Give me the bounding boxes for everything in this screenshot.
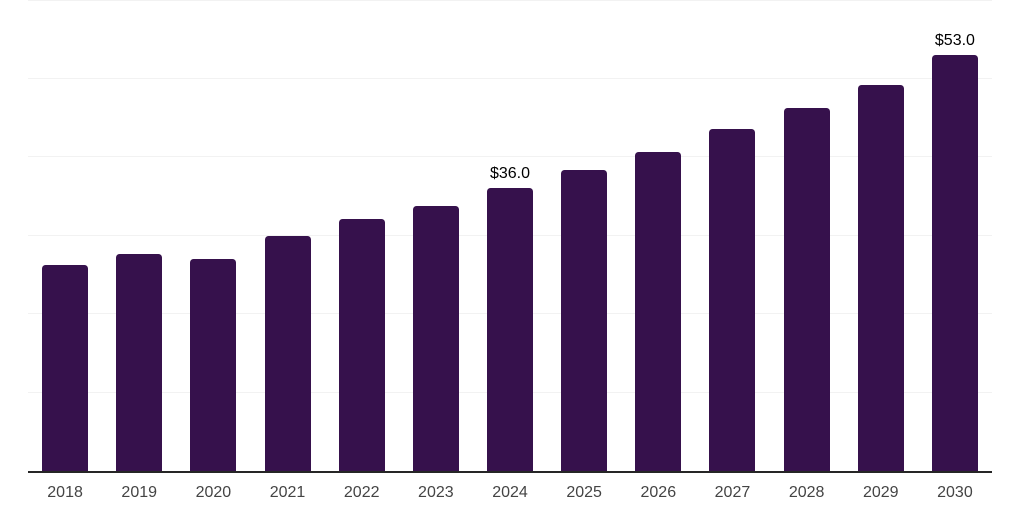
- bar-2025: [561, 170, 608, 471]
- x-tick-2029: 2029: [862, 484, 899, 501]
- bar-2023: [412, 205, 459, 471]
- bar-2029: [857, 84, 904, 471]
- x-tick-2020: 2020: [195, 484, 232, 501]
- x-tick-2022: 2022: [343, 484, 380, 501]
- gridline-50: [28, 77, 992, 79]
- x-tick-2024: 2024: [492, 484, 528, 501]
- bar-2030: [931, 54, 978, 471]
- bar-2022: [338, 219, 385, 471]
- bar-2020: [190, 259, 237, 471]
- x-tick-2030: 2030: [937, 484, 973, 501]
- bar-2018: [42, 265, 89, 471]
- x-tick-2028: 2028: [788, 484, 825, 501]
- x-axis-tick-labels: 2018 2019 2020 2021 2022 2023 2024 2025 2026 2027…: [28, 484, 992, 508]
- bar-2026: [635, 151, 682, 471]
- x-tick-2025: 2025: [566, 484, 602, 501]
- x-tick-2027: 2027: [714, 484, 751, 501]
- bar-2028: [783, 107, 830, 471]
- bar-2024: [487, 188, 533, 471]
- x-tick-2026: 2026: [640, 484, 677, 501]
- x-axis-line: [28, 471, 992, 473]
- bar-2027: [709, 128, 756, 471]
- gridline-40: [28, 156, 992, 157]
- bar-value-label-2024: $36.0: [489, 165, 531, 183]
- bar-value-label-2030: $53.0: [934, 31, 975, 49]
- x-tick-2019: 2019: [121, 484, 158, 501]
- x-tick-2021: 2021: [269, 484, 306, 501]
- x-tick-2023: 2023: [418, 484, 454, 501]
- bar-2021: [264, 235, 311, 471]
- plot-area: $36.0 $53.0: [28, 0, 992, 471]
- bar-2019: [116, 254, 163, 471]
- gridline-60: [28, 0, 992, 1]
- x-tick-2018: 2018: [47, 484, 83, 501]
